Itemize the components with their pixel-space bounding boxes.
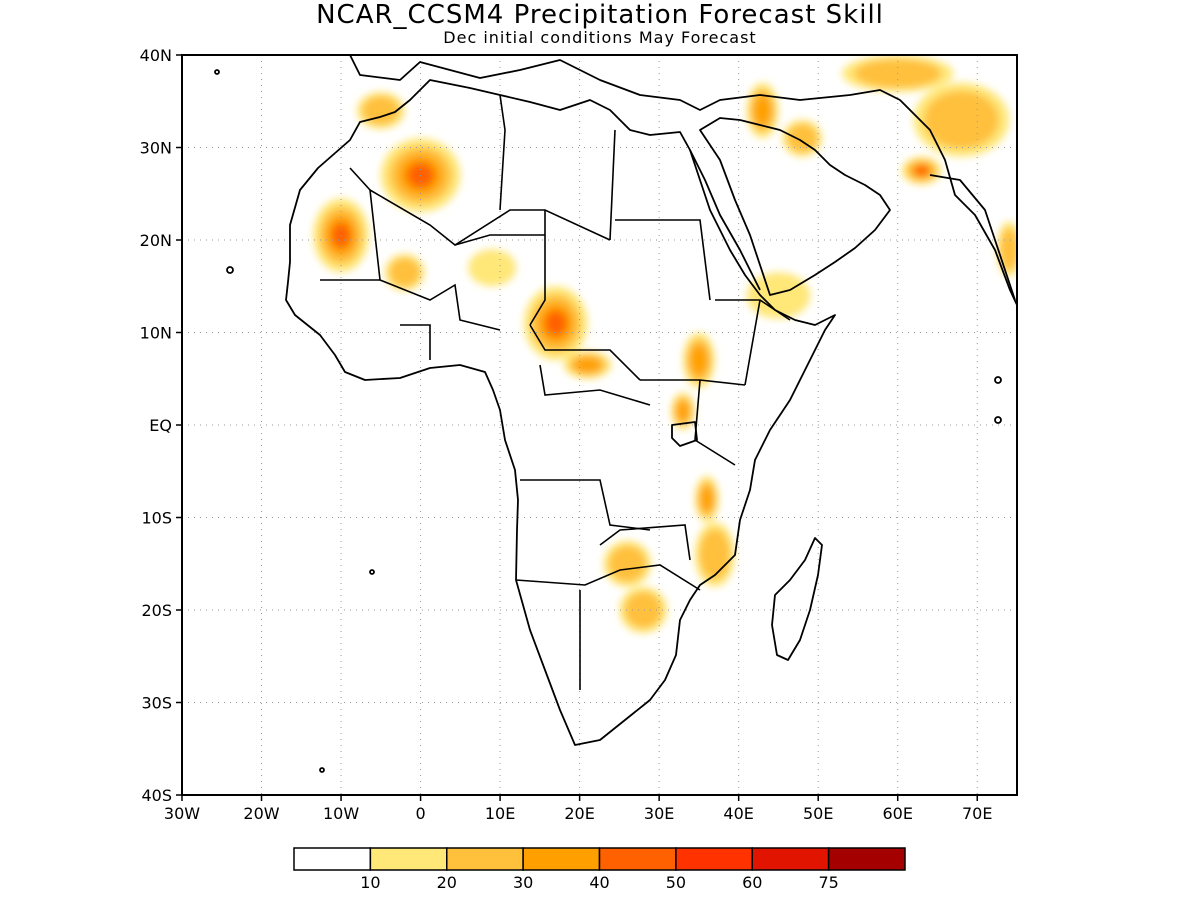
india-coastline [929, 174, 1016, 301]
skill-region [468, 249, 516, 287]
colorbar-swatch [293, 847, 372, 871]
skill-region [574, 357, 601, 373]
lon-tick-label: 30E [644, 804, 674, 823]
lon-tick-label: 20W [243, 804, 279, 823]
lat-lon-grid [182, 55, 1017, 795]
colorbar-swatch [598, 847, 677, 871]
island-marker [226, 266, 234, 274]
coastline-layer [214, 55, 1017, 773]
lon-tick-label: 50E [803, 804, 833, 823]
lon-tick-label: 10W [323, 804, 359, 823]
lat-tick-label: 40S [141, 786, 172, 805]
colorbar-label: 40 [589, 873, 609, 892]
skill-region [919, 168, 924, 173]
lat-tick-label: 30N [140, 139, 172, 158]
skill-region [753, 94, 772, 127]
madagascar-coastline [771, 537, 823, 661]
colorbar-label: 30 [513, 873, 533, 892]
lat-tick-label: 10N [140, 324, 172, 343]
africa-coastline [285, 79, 836, 746]
island-marker [994, 376, 1002, 384]
lon-tick-label: 70E [962, 804, 992, 823]
island-marker [214, 69, 220, 75]
skill-region [999, 227, 1017, 271]
eurasia-coastline [349, 55, 1017, 306]
skill-region [786, 123, 818, 153]
colorbar-swatch [369, 847, 448, 871]
colorbar-swatch [446, 847, 524, 871]
plot-frame [181, 54, 1018, 796]
skill-region [689, 344, 708, 376]
skill-region [676, 400, 690, 422]
colorbar-swatch [675, 847, 753, 871]
lon-tick-label: 60E [882, 804, 912, 823]
skill-region [924, 90, 999, 149]
lat-tick-label: 20S [141, 601, 172, 620]
island-marker [319, 767, 325, 773]
lon-tick-label: 20E [564, 804, 594, 823]
red-sea-coastline [689, 149, 761, 291]
island-marker [994, 416, 1002, 424]
colorbar-label: 10 [360, 873, 380, 892]
skill-region [700, 486, 714, 512]
lat-tick-label: 30S [141, 694, 172, 713]
lake-victoria [671, 421, 698, 447]
lat-tick-label: 40N [140, 46, 172, 65]
colorbar-swatch [751, 847, 830, 871]
country-borders [320, 94, 791, 690]
skill-region [389, 257, 421, 287]
lat-tick-label: EQ [149, 416, 172, 435]
map-title: NCAR_CCSM4 Precipitation Forecast Skill [316, 0, 884, 30]
lon-tick-label: 10E [485, 804, 515, 823]
arabia-coastline [699, 117, 891, 296]
lat-tick-label: 20N [140, 231, 172, 250]
skill-shading-layer [313, 55, 1017, 634]
skill-region [608, 545, 646, 582]
lat-tick-label: 10S [141, 509, 172, 528]
skill-region [746, 272, 811, 319]
colorbar-label: 60 [742, 873, 762, 892]
island-marker [369, 569, 375, 575]
skill-colorbar: 10 20 30 40 50 60 75 [293, 847, 906, 892]
lon-tick-label: 0 [415, 804, 425, 823]
lon-tick-label: 30W [164, 804, 200, 823]
lon-tick-label: 40E [723, 804, 753, 823]
map-subtitle: Dec initial conditions May Forecast [443, 28, 757, 47]
skill-region [544, 310, 567, 336]
skill-region [699, 529, 731, 580]
colorbar-label: 75 [818, 873, 838, 892]
colorbar-swatch [522, 847, 601, 871]
skill-region [624, 591, 662, 629]
colorbar-swatch [827, 847, 906, 871]
skill-region [362, 96, 400, 125]
colorbar-label: 20 [437, 873, 457, 892]
colorbar-label: 50 [666, 873, 686, 892]
